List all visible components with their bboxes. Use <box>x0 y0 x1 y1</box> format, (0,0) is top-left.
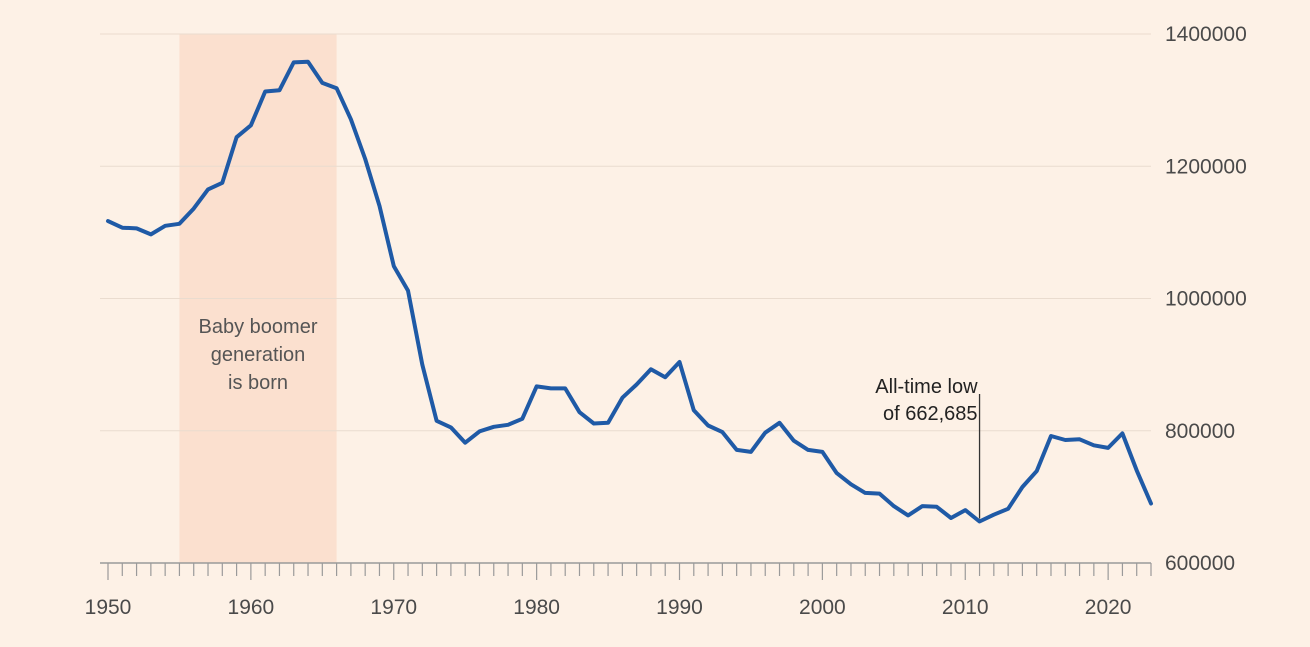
annotation-label: All-time low of 662,685 <box>875 376 978 425</box>
shaded-region-label-line: Baby boomer <box>199 316 318 338</box>
annotations: All-time low of 662,685 <box>875 376 981 519</box>
annotation-label-line: of 662,685 <box>883 403 978 425</box>
shaded-region-label: Baby boomer generation is born <box>199 316 318 394</box>
y-tick-label: 600000 <box>1165 552 1235 575</box>
y-tick-label: 1400000 <box>1165 23 1247 46</box>
series-layer <box>106 59 1153 524</box>
y-tick-label: 1200000 <box>1165 155 1247 178</box>
gridlines <box>100 33 1151 432</box>
y-tick-label: 800000 <box>1165 420 1235 443</box>
annotation-label-line: All-time low <box>875 376 978 398</box>
x-tick-label: 1950 <box>85 596 132 619</box>
x-tick-label: 1990 <box>656 596 703 619</box>
x-tick-label: 2020 <box>1085 596 1132 619</box>
x-tick-label: 1970 <box>370 596 417 619</box>
x-tick-label: 2000 <box>799 596 846 619</box>
x-tick-label: 2010 <box>942 596 989 619</box>
y-axis: 600000 800000 1000000 1200000 1400000 <box>1165 23 1247 575</box>
x-axis: 1950 1960 1970 1980 1990 2000 2010 2020 <box>85 562 1152 619</box>
y-tick-label: 1000000 <box>1165 288 1247 311</box>
shaded-region-label-line: generation <box>211 344 306 366</box>
shaded-region-label-line: is born <box>228 372 288 394</box>
births-series-line <box>106 59 1153 524</box>
x-tick-label: 1960 <box>228 596 275 619</box>
x-tick-label: 1980 <box>513 596 560 619</box>
